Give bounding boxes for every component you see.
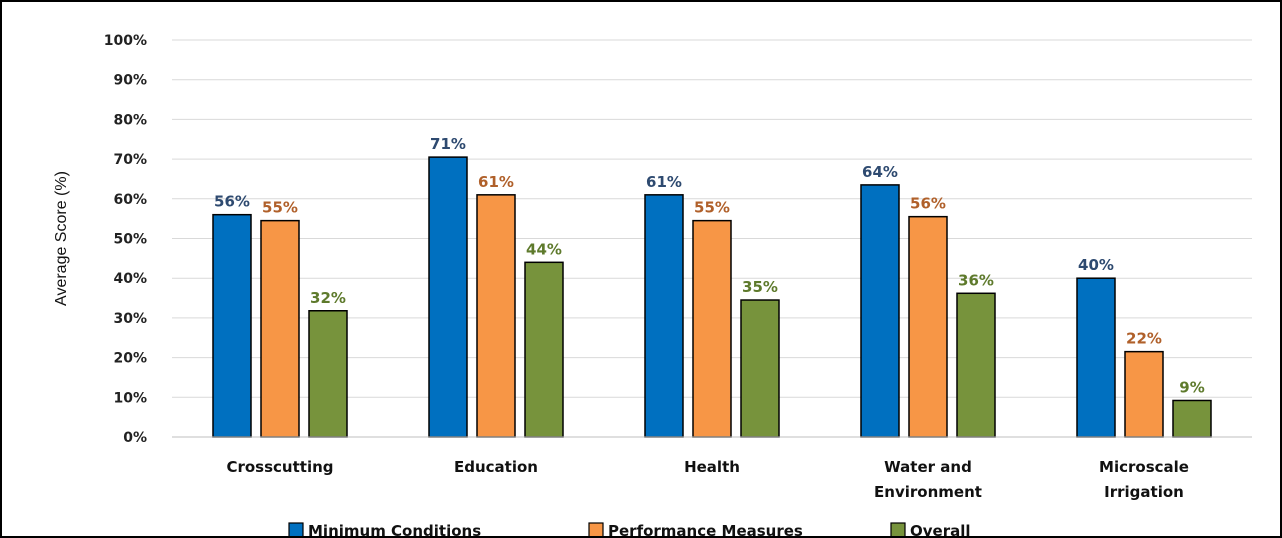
data-label: 44% bbox=[526, 240, 562, 258]
category-label: Environment bbox=[874, 483, 982, 501]
bar bbox=[956, 292, 996, 438]
legend: Minimum Conditions Performance Measures Ov… bbox=[288, 522, 971, 536]
y-tick-label: 10% bbox=[113, 390, 147, 406]
category-label: Crosscutting bbox=[226, 458, 333, 476]
y-tick-label: 40% bbox=[113, 271, 147, 287]
data-label: 61% bbox=[646, 173, 682, 191]
data-label: 32% bbox=[310, 289, 346, 307]
y-tick-label: 50% bbox=[113, 232, 147, 248]
bar bbox=[1124, 350, 1164, 438]
legend-swatch bbox=[288, 522, 304, 536]
bar bbox=[1172, 399, 1212, 438]
bar bbox=[908, 215, 948, 438]
legend-label: Minimum Conditions bbox=[308, 522, 481, 536]
category-label: Education bbox=[454, 458, 538, 476]
data-label: 22% bbox=[1126, 330, 1162, 348]
data-label: 71% bbox=[430, 135, 466, 153]
y-tick-label: 30% bbox=[113, 311, 147, 327]
data-label: 56% bbox=[910, 195, 946, 213]
data-label: 9% bbox=[1179, 378, 1204, 396]
legend-label: Performance Measures bbox=[608, 522, 803, 536]
bar bbox=[524, 261, 564, 438]
y-axis-ticks: 0% 10% 20% 30% 40% 50% 60% 70% 80% 90% 100% bbox=[104, 33, 147, 446]
bar bbox=[1076, 277, 1116, 438]
legend-swatch bbox=[588, 522, 604, 536]
bar bbox=[212, 213, 252, 438]
data-label: 55% bbox=[262, 199, 298, 217]
data-label: 40% bbox=[1078, 256, 1114, 274]
bar bbox=[308, 310, 348, 438]
data-label: 64% bbox=[862, 163, 898, 181]
y-tick-label: 100% bbox=[104, 33, 147, 49]
y-tick-label: 80% bbox=[113, 112, 147, 128]
y-tick-label: 0% bbox=[123, 430, 147, 446]
bar bbox=[260, 219, 300, 438]
y-tick-label: 60% bbox=[113, 192, 147, 208]
category-label: Microscale bbox=[1099, 458, 1189, 476]
x-axis-categories: Crosscutting Education Health Water and Envi… bbox=[226, 458, 1188, 501]
data-labels: 56% 55% 32% 71% 61% 44% 61% 55% 35% 64% 56% 36% 40% 2… bbox=[214, 135, 1205, 396]
bar bbox=[740, 299, 780, 438]
data-label: 35% bbox=[742, 278, 778, 296]
y-tick-label: 90% bbox=[113, 73, 147, 89]
y-axis-title: Average Score (%) bbox=[53, 171, 70, 306]
bar bbox=[644, 194, 684, 438]
y-tick-label: 70% bbox=[113, 152, 147, 168]
data-label: 55% bbox=[694, 199, 730, 217]
legend-swatch bbox=[890, 522, 906, 536]
bar bbox=[860, 184, 900, 438]
category-label: Irrigation bbox=[1104, 483, 1184, 501]
category-label: Water and bbox=[884, 458, 972, 476]
bar bbox=[692, 219, 732, 438]
bar bbox=[428, 156, 468, 438]
legend-label: Overall bbox=[910, 522, 971, 536]
bar bbox=[476, 194, 516, 438]
data-label: 36% bbox=[958, 271, 994, 289]
y-tick-label: 20% bbox=[113, 351, 147, 367]
category-label: Health bbox=[684, 458, 740, 476]
data-label: 56% bbox=[214, 193, 250, 211]
data-label: 61% bbox=[478, 173, 514, 191]
